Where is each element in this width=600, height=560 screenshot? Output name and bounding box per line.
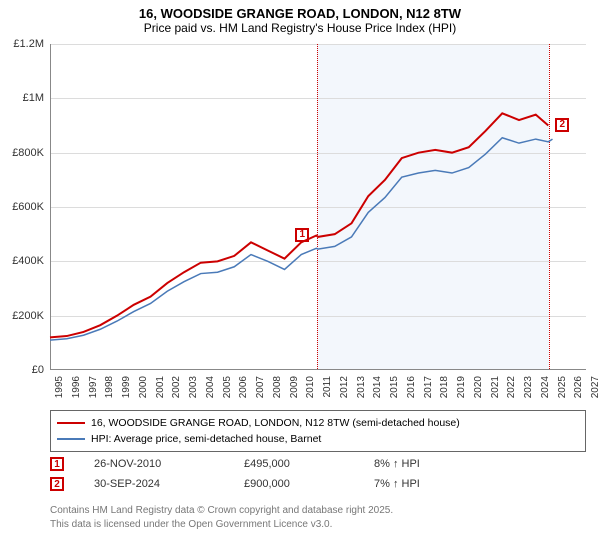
legend-swatch xyxy=(57,438,85,440)
transaction-date: 30-SEP-2024 xyxy=(94,478,214,490)
legend-swatch xyxy=(57,422,85,424)
x-axis-label: 2011 xyxy=(322,376,333,398)
transaction-hpi: 7% ↑ HPI xyxy=(374,478,464,490)
x-axis-label: 1999 xyxy=(121,376,132,398)
x-axis-label: 2015 xyxy=(389,376,400,398)
x-axis-label: 2004 xyxy=(205,376,216,398)
y-axis-label: £0 xyxy=(0,364,44,376)
chart-container: 16, WOODSIDE GRANGE ROAD, LONDON, N12 8T… xyxy=(0,0,600,560)
x-axis-label: 2018 xyxy=(439,376,450,398)
y-axis-label: £200K xyxy=(0,310,44,322)
x-axis-label: 2012 xyxy=(339,376,350,398)
x-axis-label: 2009 xyxy=(289,376,300,398)
x-axis-label: 1995 xyxy=(54,376,65,398)
transaction-row: 1 26-NOV-2010 £495,000 8% ↑ HPI xyxy=(50,454,464,474)
footer-line1: Contains HM Land Registry data © Crown c… xyxy=(50,504,393,518)
footer-attribution: Contains HM Land Registry data © Crown c… xyxy=(50,504,393,531)
legend-box: 16, WOODSIDE GRANGE ROAD, LONDON, N12 8T… xyxy=(50,410,586,452)
transaction-price: £495,000 xyxy=(244,458,344,470)
x-axis-label: 2024 xyxy=(540,376,551,398)
transaction-row: 2 30-SEP-2024 £900,000 7% ↑ HPI xyxy=(50,474,464,494)
y-axis-label: £800K xyxy=(0,147,44,159)
x-axis-label: 2013 xyxy=(356,376,367,398)
legend-label: HPI: Average price, semi-detached house,… xyxy=(91,433,321,445)
transaction-date: 26-NOV-2010 xyxy=(94,458,214,470)
title-block: 16, WOODSIDE GRANGE ROAD, LONDON, N12 8T… xyxy=(0,0,600,37)
x-axis-label: 2001 xyxy=(155,376,166,398)
x-axis-label: 2010 xyxy=(305,376,316,398)
x-axis-label: 1997 xyxy=(88,376,99,398)
x-axis-label: 2005 xyxy=(222,376,233,398)
x-axis-label: 2007 xyxy=(255,376,266,398)
y-axis-label: £400K xyxy=(0,255,44,267)
x-axis-label: 2017 xyxy=(423,376,434,398)
chart-lines-svg xyxy=(50,44,586,370)
x-axis-label: 2008 xyxy=(272,376,283,398)
footer-line2: This data is licensed under the Open Gov… xyxy=(50,518,393,532)
chart-title-address: 16, WOODSIDE GRANGE ROAD, LONDON, N12 8T… xyxy=(0,6,600,21)
x-axis-label: 2020 xyxy=(473,376,484,398)
x-axis-label: 2016 xyxy=(406,376,417,398)
y-axis-label: £600K xyxy=(0,201,44,213)
transaction-marker: 2 xyxy=(50,477,64,491)
chart-subtitle: Price paid vs. HM Land Registry's House … xyxy=(0,21,600,35)
x-axis-label: 1996 xyxy=(71,376,82,398)
transaction-hpi: 8% ↑ HPI xyxy=(374,458,464,470)
legend-row: HPI: Average price, semi-detached house,… xyxy=(57,431,579,447)
transaction-marker: 1 xyxy=(50,457,64,471)
x-axis-label: 2023 xyxy=(523,376,534,398)
legend-row: 16, WOODSIDE GRANGE ROAD, LONDON, N12 8T… xyxy=(57,415,579,431)
x-axis-label: 2026 xyxy=(573,376,584,398)
x-axis-label: 2003 xyxy=(188,376,199,398)
transaction-price: £900,000 xyxy=(244,478,344,490)
x-axis-label: 2019 xyxy=(456,376,467,398)
series-price_paid xyxy=(50,113,548,337)
y-axis-label: £1M xyxy=(0,92,44,104)
x-axis-label: 1998 xyxy=(104,376,115,398)
x-axis-label: 2014 xyxy=(372,376,383,398)
x-axis-label: 2027 xyxy=(590,376,600,398)
x-axis-label: 2021 xyxy=(490,376,501,398)
x-axis-label: 2025 xyxy=(557,376,568,398)
x-axis-label: 2000 xyxy=(138,376,149,398)
x-axis-label: 2006 xyxy=(238,376,249,398)
y-axis-label: £1.2M xyxy=(0,38,44,50)
x-axis-label: 2022 xyxy=(506,376,517,398)
chart-area: 1995199619971998199920002001200220032004… xyxy=(50,44,586,370)
legend-label: 16, WOODSIDE GRANGE ROAD, LONDON, N12 8T… xyxy=(91,417,460,429)
x-axis-label: 2002 xyxy=(171,376,182,398)
transactions-table: 1 26-NOV-2010 £495,000 8% ↑ HPI 2 30-SEP-2024… xyxy=(50,454,464,494)
